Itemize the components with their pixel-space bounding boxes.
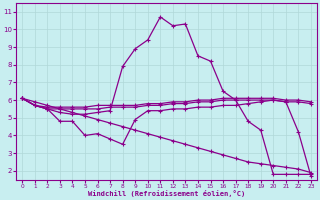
X-axis label: Windchill (Refroidissement éolien,°C): Windchill (Refroidissement éolien,°C) <box>88 190 245 197</box>
